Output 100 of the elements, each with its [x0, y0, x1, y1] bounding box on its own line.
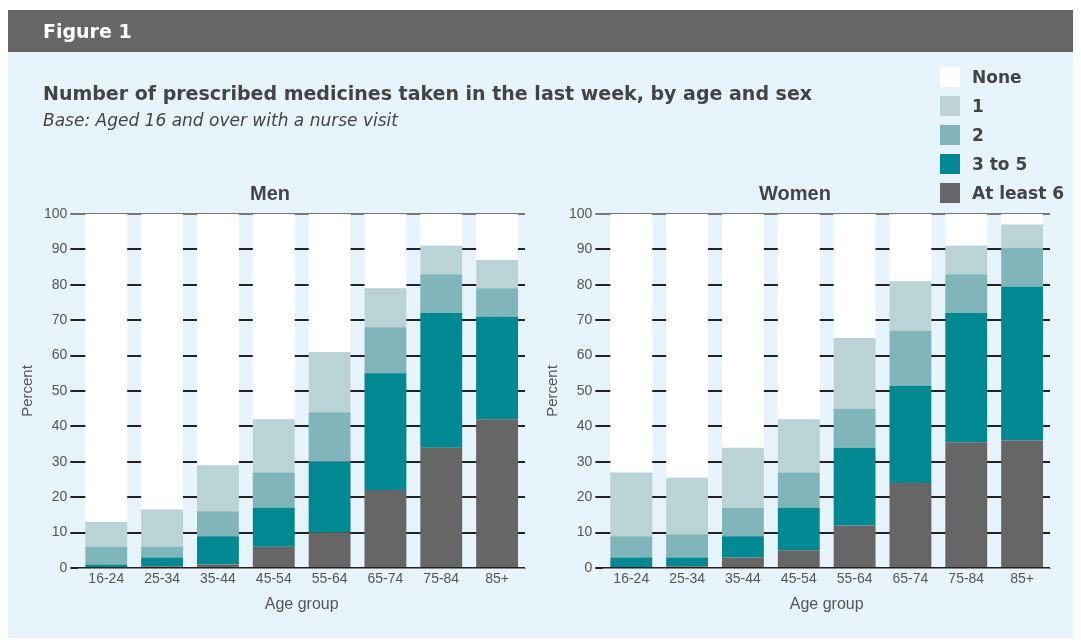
x-tick-label: 85+ [1010, 570, 1034, 587]
y-tick-label: 20 [576, 488, 593, 505]
bar [141, 214, 184, 510]
bar [85, 521, 128, 547]
bar [666, 477, 709, 535]
bar [141, 557, 184, 567]
bar [364, 327, 407, 374]
bar [889, 214, 932, 282]
bar [252, 214, 295, 420]
bar [889, 330, 932, 386]
y-tick-label: 10 [576, 523, 593, 540]
y-tick-label: 100 [44, 204, 68, 221]
bar [666, 557, 709, 567]
bar [610, 214, 653, 473]
y-tick-label: 80 [576, 275, 593, 292]
x-tick-label: 55-64 [311, 570, 348, 587]
x-tick-label: 65-74 [892, 570, 929, 587]
bar [420, 274, 463, 314]
bar [889, 483, 932, 567]
bar [945, 313, 988, 443]
bar [252, 507, 295, 547]
bar [777, 472, 820, 508]
y-tick-label: 50 [51, 381, 68, 398]
bar [945, 442, 988, 567]
bar [252, 546, 295, 567]
bar [476, 419, 519, 567]
y-tick-label: 50 [576, 381, 593, 398]
bar [252, 419, 295, 473]
bar [197, 536, 239, 565]
bar [476, 260, 519, 289]
bar [308, 532, 351, 567]
x-tick-label: 55-64 [836, 570, 873, 587]
bar [1001, 286, 1044, 441]
y-tick-label: 90 [576, 240, 593, 257]
bar [1001, 214, 1044, 225]
bar [85, 214, 128, 522]
x-tick-label: 65-74 [367, 570, 404, 587]
bar [1001, 440, 1044, 567]
y-tick-label: 100 [569, 204, 593, 221]
y-tick-label: 40 [576, 417, 593, 434]
bar [722, 536, 764, 558]
bar [666, 214, 709, 478]
bar [85, 546, 128, 565]
bar [141, 546, 184, 558]
bar [420, 214, 463, 246]
y-tick-label: 60 [576, 346, 593, 363]
legend-label: 2 [972, 124, 984, 145]
bar [1001, 247, 1044, 287]
bar [308, 352, 351, 413]
y-tick-label: 10 [51, 523, 68, 540]
bar [420, 245, 463, 275]
bar [308, 214, 351, 353]
bar [308, 461, 351, 533]
x-axis-title: Age group [789, 594, 864, 612]
bar [833, 337, 876, 409]
bar [777, 214, 820, 420]
x-tick-label: 45-54 [780, 570, 817, 587]
x-tick-label: 35-44 [725, 570, 762, 587]
bar [889, 281, 932, 331]
bar [777, 507, 820, 551]
x-tick-label: 75-84 [423, 570, 460, 587]
y-tick-label: 90 [51, 240, 68, 257]
bar [197, 564, 239, 567]
x-tick-label: 16-24 [88, 570, 125, 587]
legend-label: At least 6 [972, 182, 1065, 203]
y-axis-title: Percent [543, 364, 561, 417]
bar [197, 465, 239, 512]
bar [722, 447, 764, 508]
y-tick-label: 80 [51, 275, 68, 292]
bar [476, 288, 519, 317]
legend-label: 3 to 5 [972, 153, 1028, 174]
bar [833, 408, 876, 448]
x-tick-label: 45-54 [255, 570, 292, 587]
y-tick-label: 70 [51, 311, 68, 328]
bar [945, 214, 988, 246]
y-tick-label: 0 [584, 558, 593, 575]
bar [833, 447, 876, 526]
bar [364, 490, 407, 567]
x-tick-label: 35-44 [200, 570, 237, 587]
bar [1001, 224, 1044, 248]
bar [476, 214, 519, 261]
bar [722, 214, 764, 448]
x-axis-title: Age group [264, 594, 339, 612]
bar [777, 419, 820, 473]
bar [945, 245, 988, 275]
y-tick-label: 60 [51, 346, 68, 363]
bar [777, 550, 820, 567]
bar [833, 214, 876, 338]
bar [889, 385, 932, 484]
legend-label: 1 [972, 95, 984, 116]
x-tick-label: 16-24 [613, 570, 650, 587]
bar [308, 412, 351, 462]
bar [197, 511, 239, 537]
chart-title: Men [250, 181, 290, 204]
x-tick-label: 85+ [485, 570, 509, 587]
bar [610, 557, 653, 567]
y-tick-label: 70 [576, 311, 593, 328]
legend-label: None [972, 66, 1022, 87]
text: Base: Aged 16 and over with a nurse visit [43, 110, 398, 130]
y-tick-label: 40 [51, 417, 68, 434]
